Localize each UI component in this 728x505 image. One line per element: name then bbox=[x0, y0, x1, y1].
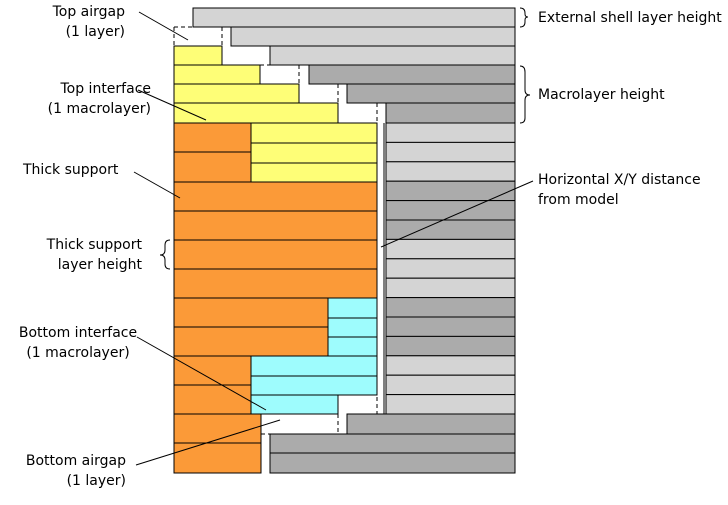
shell-layer-bottom-2 bbox=[269, 452, 516, 474]
label-horizontal-xy-distance: Horizontal X/Y distance from model bbox=[538, 172, 701, 208]
dimension-brackets bbox=[159, 7, 531, 270]
label-thick-support: Thick support bbox=[23, 162, 119, 178]
bracket-thick-support-layer bbox=[159, 239, 171, 270]
bottom-interface-layer-4 bbox=[250, 375, 378, 396]
shell-layer-top-0 bbox=[192, 7, 516, 28]
leader-lines bbox=[133, 11, 534, 466]
model-shell-layers bbox=[192, 7, 516, 474]
top-interface-layer-2 bbox=[173, 83, 300, 104]
label-thick-support-layer-height: Thick support layer height bbox=[46, 237, 142, 273]
leader-bottom-interface bbox=[136, 336, 267, 411]
bottom-interface-layer-1 bbox=[327, 317, 378, 338]
thick-support-layer-2 bbox=[173, 239, 378, 270]
shell-layer-side-11 bbox=[385, 335, 516, 357]
shell-layer-side-6 bbox=[385, 238, 516, 260]
leader-top-airgap bbox=[138, 11, 189, 41]
shell-layer-top-3 bbox=[308, 64, 516, 85]
shell-layer-side-9 bbox=[385, 297, 516, 318]
shell-layer-side-0 bbox=[385, 122, 516, 143]
shell-layer-side-12 bbox=[385, 355, 516, 376]
shell-layer-side-13 bbox=[385, 374, 516, 396]
thick-support-block-6 bbox=[173, 413, 262, 444]
airgap-dashed-outlines bbox=[173, 26, 385, 473]
thick-support-layer-3 bbox=[173, 268, 378, 299]
shell-layer-side-1 bbox=[385, 141, 516, 163]
label-top-airgap: Top airgap (1 layer) bbox=[52, 4, 125, 40]
thick-support-block-3 bbox=[173, 326, 329, 357]
thick-support-layer-0 bbox=[173, 181, 378, 212]
top-interface-layer-5 bbox=[250, 142, 378, 164]
shell-layer-bottom-1 bbox=[269, 433, 516, 454]
leader-bottom-airgap bbox=[135, 419, 281, 466]
thick-support-block-2 bbox=[173, 297, 329, 328]
top-interface-layer-4 bbox=[250, 122, 378, 144]
label-top-interface: Top interface (1 macrolayer) bbox=[47, 81, 151, 117]
shell-layer-side-2 bbox=[385, 161, 516, 182]
bottom-interface-layer-0 bbox=[327, 297, 378, 319]
bottom-interface-layer-5 bbox=[250, 394, 339, 415]
shell-layer-side-7 bbox=[385, 258, 516, 279]
label-external-shell-layer-height: External shell layer height bbox=[538, 10, 722, 26]
leader-horizontal-xy-distance bbox=[380, 180, 534, 248]
thick-support-block-5 bbox=[173, 384, 252, 415]
thick-support-block-1 bbox=[173, 151, 252, 183]
shell-layer-side-10 bbox=[385, 316, 516, 337]
thick-support-block-4 bbox=[173, 355, 252, 386]
shell-layer-side-14 bbox=[385, 394, 516, 415]
label-bottom-airgap: Bottom airgap (1 layer) bbox=[25, 453, 126, 489]
shell-layer-top-2 bbox=[269, 45, 516, 66]
bottom-interface-layer-2 bbox=[327, 336, 378, 357]
support-structure bbox=[173, 45, 378, 474]
top-interface-layer-0 bbox=[173, 45, 223, 66]
shell-layer-top-4 bbox=[346, 83, 516, 104]
leader-top-interface bbox=[137, 89, 207, 121]
shell-layer-bottom-0 bbox=[346, 413, 516, 435]
shell-layer-side-8 bbox=[385, 277, 516, 299]
top-interface-layer-1 bbox=[173, 64, 261, 85]
thick-support-block-7 bbox=[173, 442, 262, 474]
bottom-interface-layer-3 bbox=[250, 355, 378, 377]
thick-support-layer-1 bbox=[173, 210, 378, 241]
shell-layer-top-1 bbox=[230, 26, 516, 47]
top-interface-layer-3 bbox=[173, 102, 339, 124]
thick-support-block-0 bbox=[173, 122, 252, 153]
label-bottom-interface: Bottom interface (1 macrolayer) bbox=[18, 325, 138, 361]
label-macrolayer-height: Macrolayer height bbox=[538, 87, 665, 103]
shell-layer-top-5 bbox=[385, 102, 516, 124]
top-interface-layer-6 bbox=[250, 162, 378, 183]
bracket-macrolayer bbox=[519, 65, 531, 124]
bracket-external-shell bbox=[519, 7, 529, 28]
leader-thick-support bbox=[133, 171, 181, 199]
